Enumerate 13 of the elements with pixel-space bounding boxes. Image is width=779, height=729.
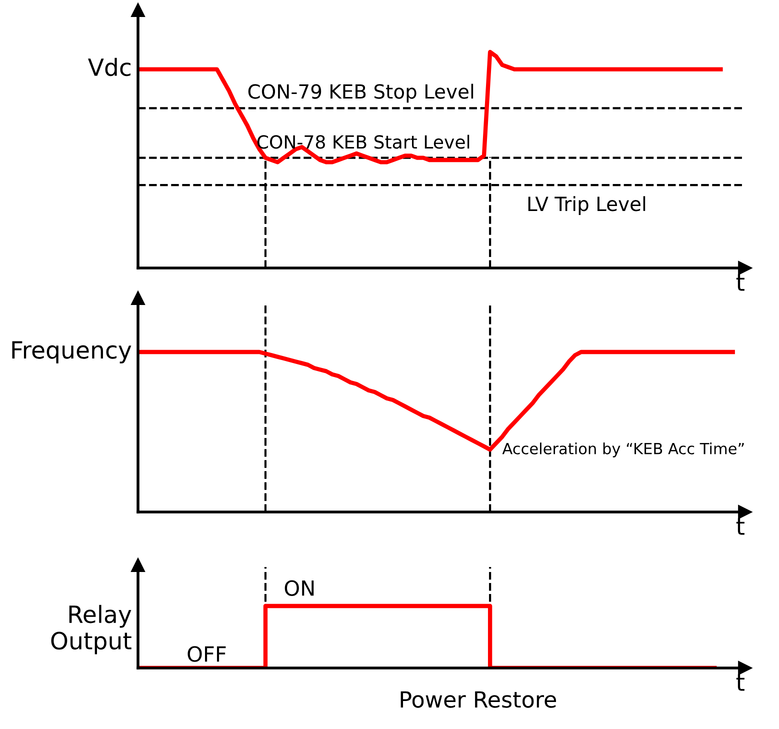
ref-line-label: CON-79 KEB Stop Level [248,84,474,103]
x-axis-title: t [736,674,744,691]
annotation: Acceleration by “KEB Acc Time” [502,442,744,458]
x-axis-title: t [736,518,744,535]
x-axis-title: t [736,274,744,291]
y-axis-title: Relay Output [51,604,132,654]
y-axis-title: Frequency [12,341,132,364]
text: ON [284,580,314,596]
text: Power Restore [400,691,556,708]
annotation: OFF [188,646,226,662]
ref-line-label: LV Trip Level [528,196,646,215]
ref-line-label: CON-78 KEB Start Level [257,134,470,149]
y-axis-title: Vdc [88,58,130,76]
